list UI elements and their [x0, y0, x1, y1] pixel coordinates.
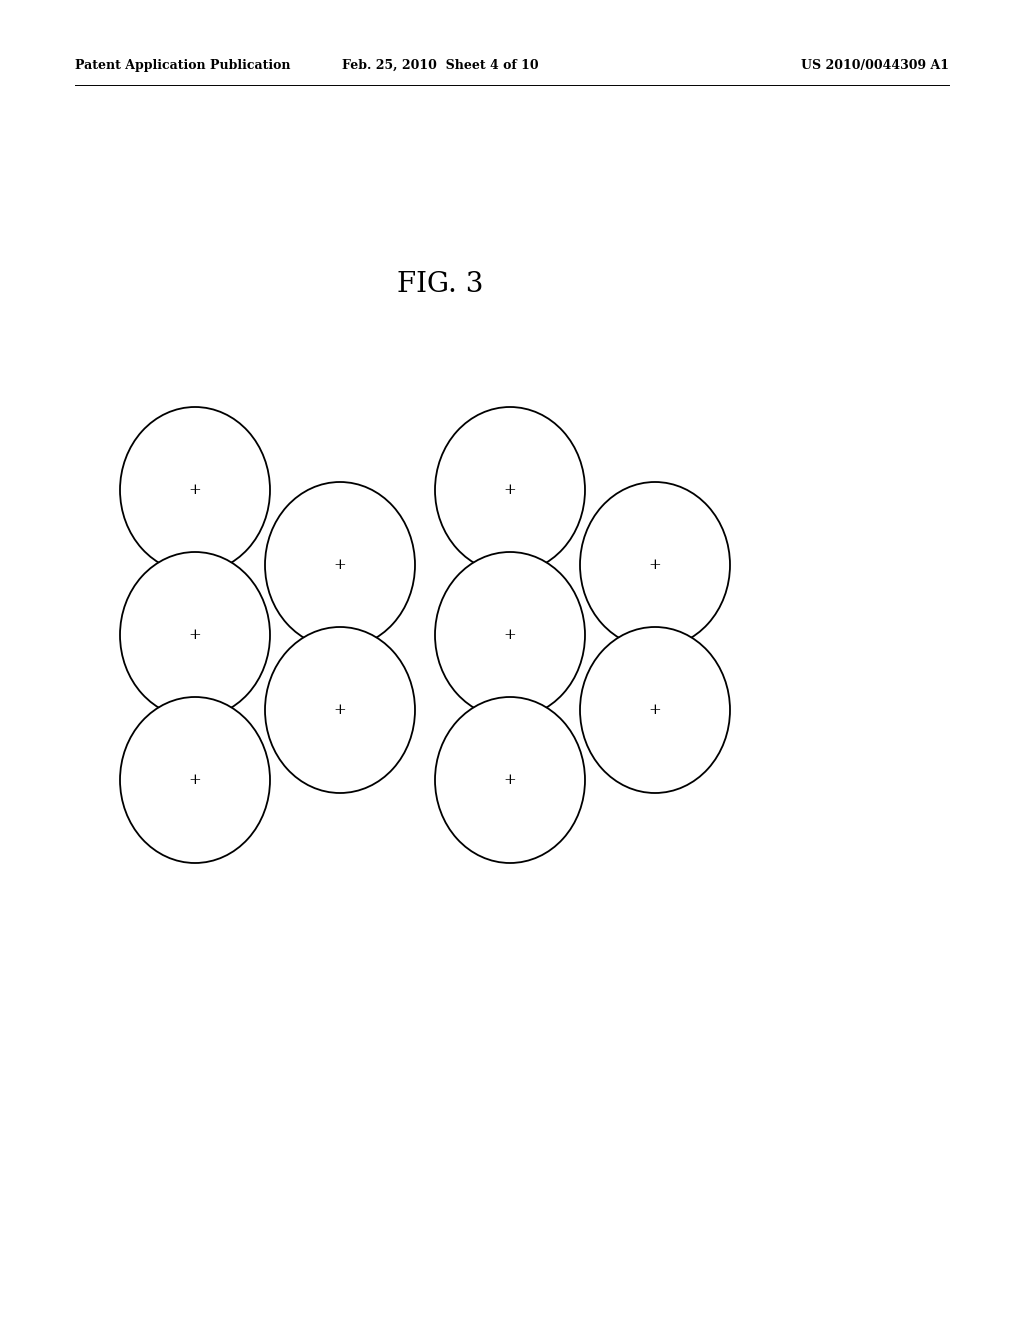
Text: +: +: [188, 483, 202, 498]
Text: +: +: [648, 704, 662, 717]
Text: +: +: [334, 558, 346, 572]
Ellipse shape: [120, 697, 270, 863]
Ellipse shape: [435, 407, 585, 573]
Ellipse shape: [265, 482, 415, 648]
Text: +: +: [504, 774, 516, 787]
Text: +: +: [648, 558, 662, 572]
Text: +: +: [188, 628, 202, 642]
Ellipse shape: [120, 407, 270, 573]
Ellipse shape: [120, 552, 270, 718]
Text: +: +: [504, 628, 516, 642]
Text: US 2010/0044309 A1: US 2010/0044309 A1: [801, 58, 949, 71]
Ellipse shape: [435, 552, 585, 718]
Text: +: +: [188, 774, 202, 787]
Text: +: +: [334, 704, 346, 717]
Text: Feb. 25, 2010  Sheet 4 of 10: Feb. 25, 2010 Sheet 4 of 10: [342, 58, 539, 71]
Ellipse shape: [580, 482, 730, 648]
Text: FIG. 3: FIG. 3: [397, 272, 483, 298]
Text: Patent Application Publication: Patent Application Publication: [75, 58, 291, 71]
Ellipse shape: [435, 697, 585, 863]
Text: +: +: [504, 483, 516, 498]
Ellipse shape: [265, 627, 415, 793]
Ellipse shape: [580, 627, 730, 793]
